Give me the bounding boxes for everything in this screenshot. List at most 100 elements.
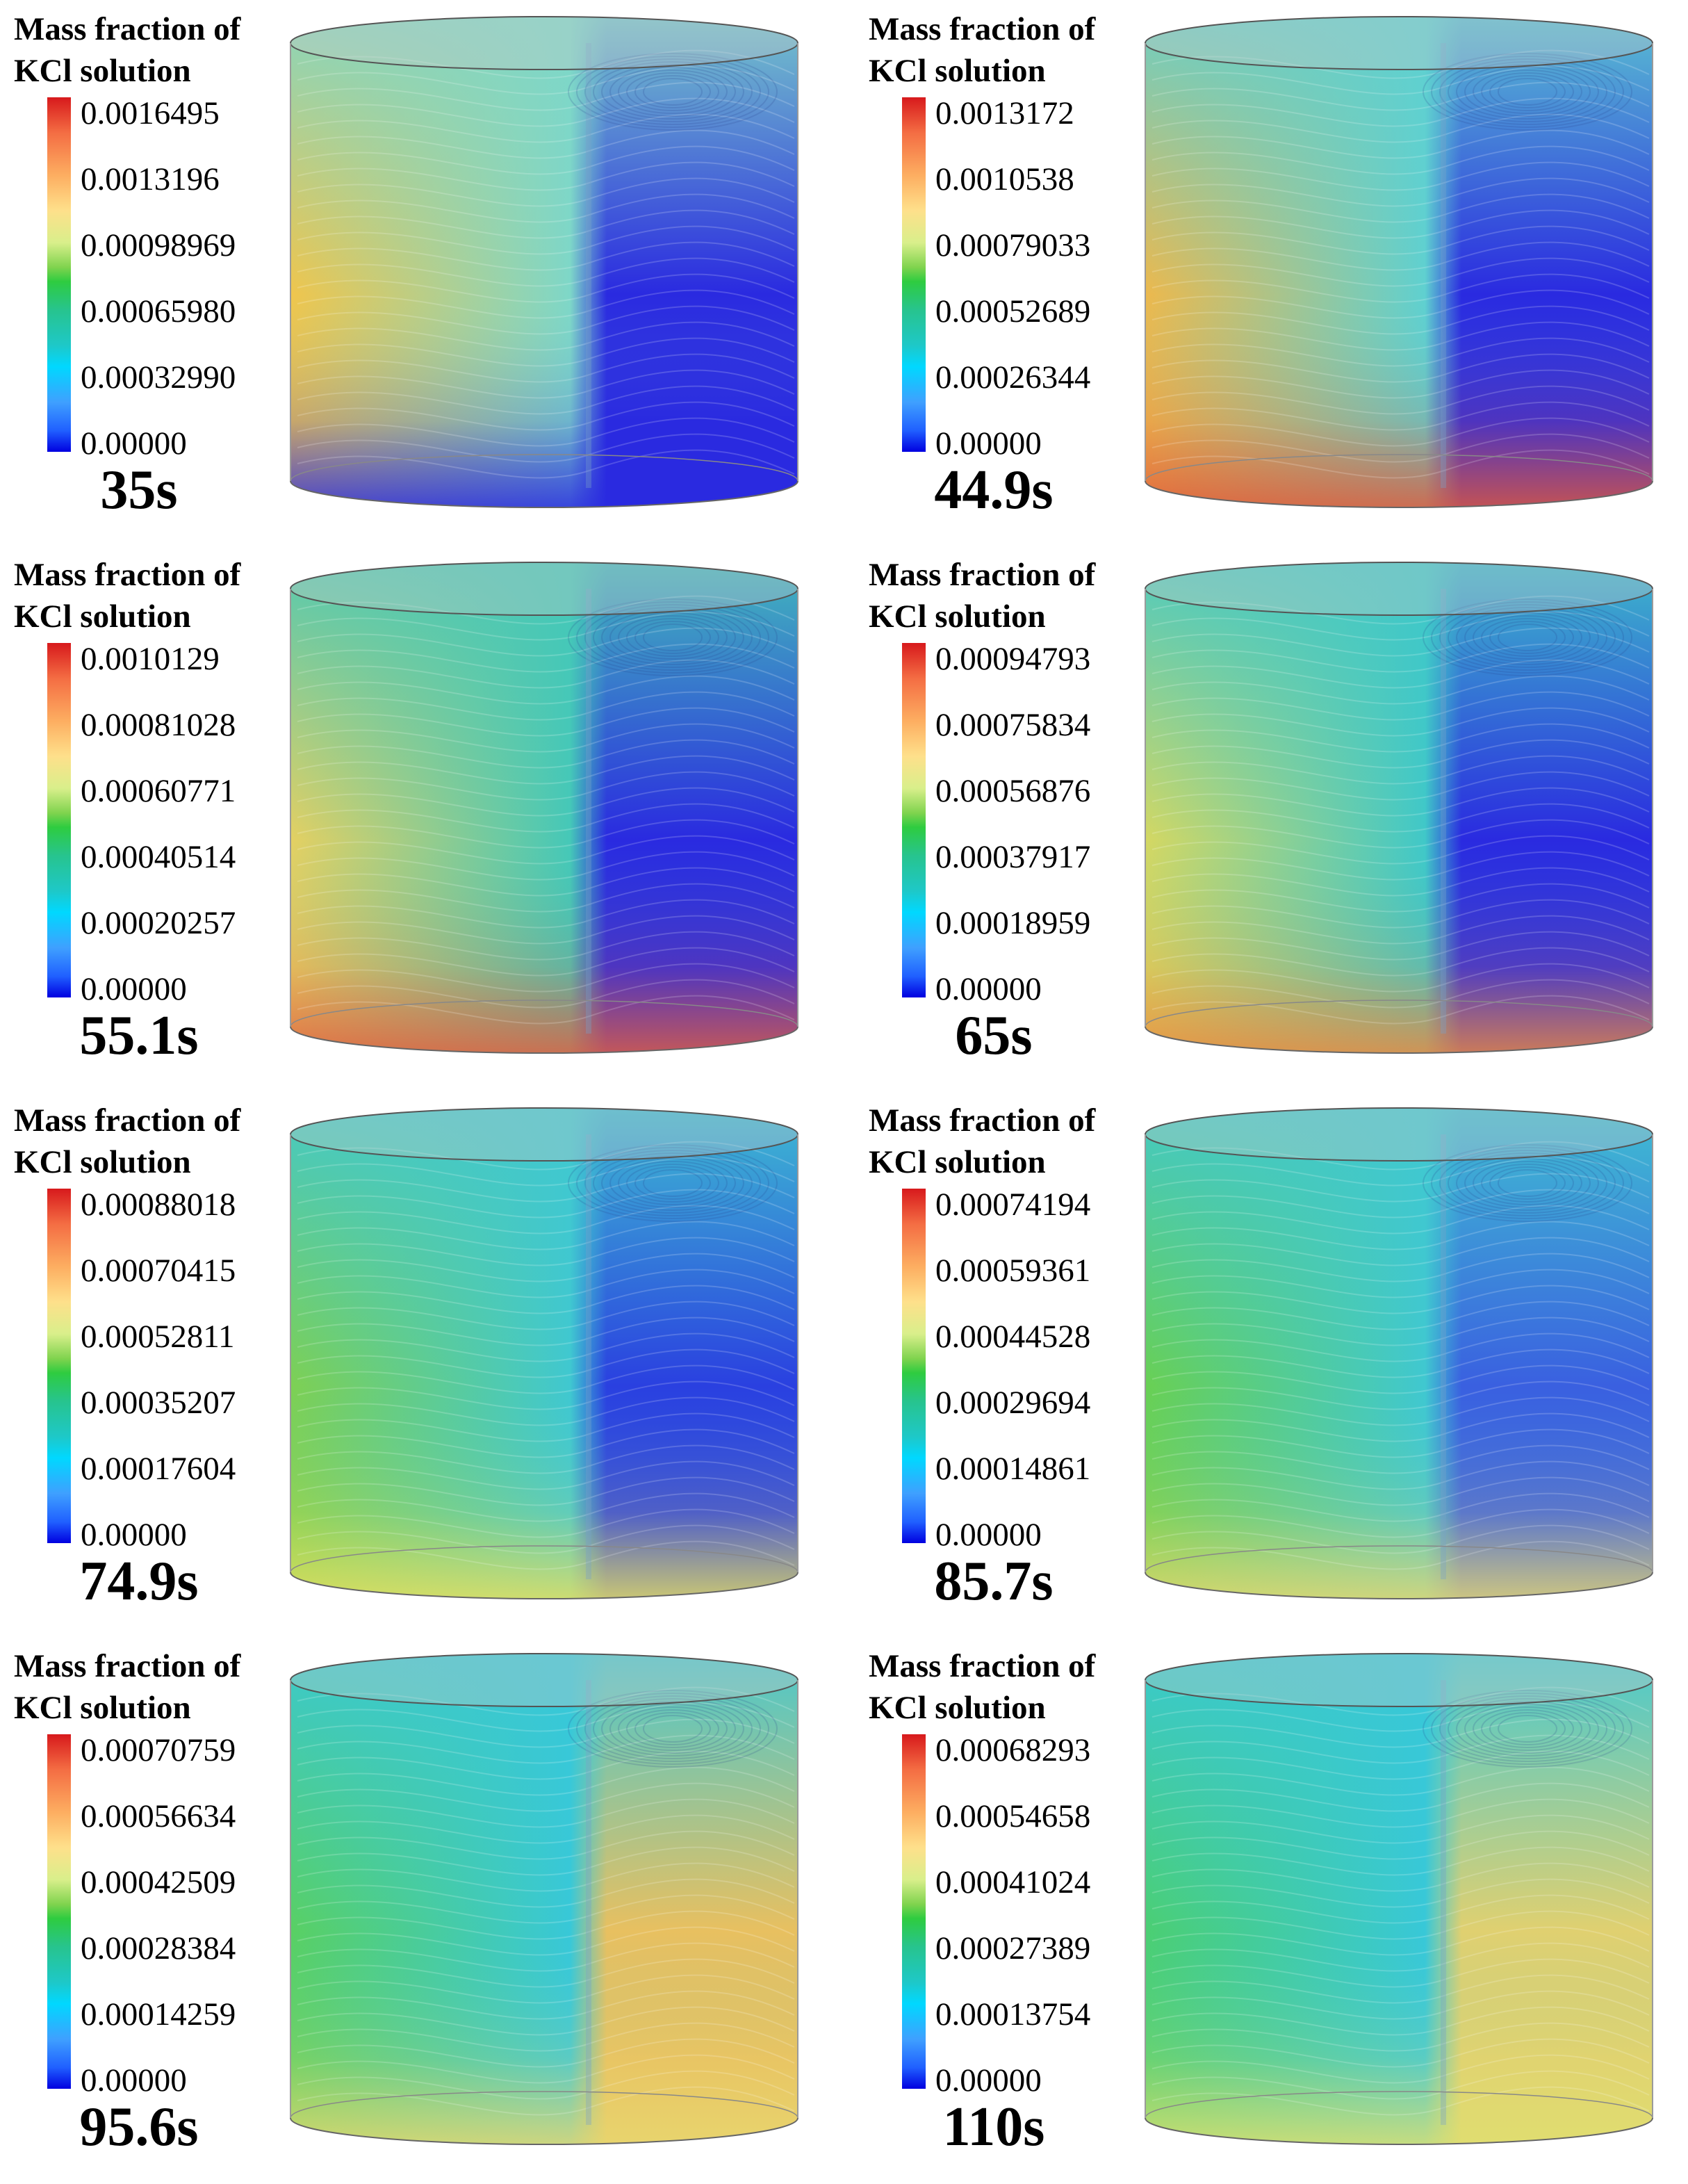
- legend-title-line-1: Mass fraction of: [869, 1102, 1096, 1139]
- legend-title: Mass fraction of KCl solution: [869, 554, 1095, 637]
- tick-1: 0.00017604: [81, 1451, 236, 1487]
- panel-55-1s: Mass fraction of KCl solution 0.0010129 …: [0, 546, 844, 1091]
- time-label: 74.9s: [79, 1551, 199, 1612]
- color-scale-bar: [902, 1734, 926, 2089]
- tick-max: 0.00068293: [935, 1732, 1091, 1768]
- color-scale-bar: [47, 97, 71, 452]
- tick-3: 0.00060771: [81, 773, 236, 809]
- legend-title-line-2: KCl solution: [869, 1690, 1046, 1726]
- legend-title-line-2: KCl solution: [869, 598, 1046, 635]
- legend-title: Mass fraction of KCl solution: [869, 1645, 1095, 1729]
- tick-3: 0.00098969: [81, 227, 236, 263]
- legend-title-line-1: Mass fraction of: [869, 557, 1096, 593]
- tick-3: 0.00041024: [935, 1864, 1091, 1900]
- tick-min: 0.00000: [81, 971, 187, 1007]
- time-label: 35s: [100, 459, 178, 521]
- cylinder-streamline-plot: [1145, 562, 1653, 1054]
- legend-title: Mass fraction of KCl solution: [14, 1100, 240, 1183]
- legend-title: Mass fraction of KCl solution: [14, 8, 240, 92]
- tick-1: 0.00032990: [81, 359, 236, 396]
- cylinder-streamline-plot: [290, 1653, 798, 2145]
- tick-min: 0.00000: [935, 971, 1042, 1007]
- tick-max: 0.0010129: [81, 641, 220, 677]
- legend-title-line-2: KCl solution: [14, 1144, 191, 1180]
- tick-min: 0.00000: [81, 425, 187, 462]
- tick-3: 0.00052811: [81, 1319, 235, 1355]
- time-label: 110s: [942, 2096, 1045, 2158]
- tick-max: 0.00074194: [935, 1187, 1091, 1223]
- tick-min: 0.00000: [935, 2062, 1042, 2099]
- tick-4: 0.00081028: [81, 707, 236, 743]
- panel-44-9s: Mass fraction of KCl solution 0.0013172 …: [855, 0, 1688, 546]
- cylinder-streamline-plot: [290, 562, 798, 1054]
- tick-2: 0.00052689: [935, 293, 1091, 329]
- tick-4: 0.00075834: [935, 707, 1091, 743]
- tick-max: 0.00088018: [81, 1187, 236, 1223]
- legend-title: Mass fraction of KCl solution: [14, 554, 240, 637]
- panel-85-7s: Mass fraction of KCl solution 0.00074194…: [855, 1091, 1688, 1637]
- panel-110s: Mass fraction of KCl solution 0.00068293…: [855, 1637, 1688, 2183]
- tick-min: 0.00000: [81, 2062, 187, 2099]
- color-scale-bar: [902, 1189, 926, 1543]
- cylinder-streamline-plot: [1145, 16, 1653, 508]
- panel-65s: Mass fraction of KCl solution 0.00094793…: [855, 546, 1688, 1091]
- legend-title: Mass fraction of KCl solution: [14, 1645, 240, 1729]
- panel-74-9s: Mass fraction of KCl solution 0.00088018…: [0, 1091, 844, 1637]
- tick-2: 0.00028384: [81, 1930, 236, 1966]
- legend-title-line-1: Mass fraction of: [14, 1648, 241, 1684]
- tick-4: 0.00070415: [81, 1253, 236, 1289]
- tick-2: 0.00065980: [81, 293, 236, 329]
- legend-title: Mass fraction of KCl solution: [869, 1100, 1095, 1183]
- color-scale-bar: [47, 1189, 71, 1543]
- tick-2: 0.00037917: [935, 839, 1091, 875]
- color-scale-bar: [902, 97, 926, 452]
- cylinder-streamline-plot: [290, 1107, 798, 1599]
- tick-3: 0.00044528: [935, 1319, 1091, 1355]
- legend-title-line-2: KCl solution: [14, 53, 191, 89]
- tick-max: 0.00094793: [935, 641, 1091, 677]
- tick-2: 0.00040514: [81, 839, 236, 875]
- legend-title-line-1: Mass fraction of: [14, 557, 241, 593]
- tick-1: 0.00020257: [81, 905, 236, 941]
- tick-max: 0.0013172: [935, 95, 1074, 131]
- tick-2: 0.00029694: [935, 1385, 1091, 1421]
- time-label: 44.9s: [934, 459, 1054, 521]
- tick-1: 0.00018959: [935, 905, 1091, 941]
- color-scale-bar: [47, 643, 71, 997]
- tick-1: 0.00013754: [935, 1996, 1091, 2032]
- tick-min: 0.00000: [935, 1517, 1042, 1553]
- tick-4: 0.00059361: [935, 1253, 1091, 1289]
- tick-3: 0.00042509: [81, 1864, 236, 1900]
- legend-title-line-1: Mass fraction of: [14, 1102, 241, 1139]
- tick-3: 0.00079033: [935, 227, 1091, 263]
- legend-title-line-2: KCl solution: [14, 598, 191, 635]
- tick-4: 0.00054658: [935, 1798, 1091, 1834]
- legend-title-line-2: KCl solution: [869, 53, 1046, 89]
- panel-35s: Mass fraction of KCl solution 0.0016495 …: [0, 0, 844, 546]
- tick-1: 0.00026344: [935, 359, 1091, 396]
- tick-2: 0.00027389: [935, 1930, 1091, 1966]
- time-label: 85.7s: [934, 1551, 1054, 1612]
- tick-4: 0.0013196: [81, 161, 220, 197]
- tick-3: 0.00056876: [935, 773, 1091, 809]
- tick-1: 0.00014259: [81, 1996, 236, 2032]
- tick-4: 0.0010538: [935, 161, 1074, 197]
- legend-title: Mass fraction of KCl solution: [869, 8, 1095, 92]
- panel-95-6s: Mass fraction of KCl solution 0.00070759…: [0, 1637, 844, 2183]
- time-label: 95.6s: [79, 2096, 199, 2158]
- legend-title-line-2: KCl solution: [869, 1144, 1046, 1180]
- tick-min: 0.00000: [81, 1517, 187, 1553]
- tick-max: 0.0016495: [81, 95, 220, 131]
- tick-1: 0.00014861: [935, 1451, 1091, 1487]
- cylinder-streamline-plot: [1145, 1653, 1653, 2145]
- color-scale-bar: [47, 1734, 71, 2089]
- tick-max: 0.00070759: [81, 1732, 236, 1768]
- legend-title-line-1: Mass fraction of: [14, 11, 241, 47]
- cylinder-streamline-plot: [290, 16, 798, 508]
- cylinder-streamline-plot: [1145, 1107, 1653, 1599]
- tick-2: 0.00035207: [81, 1385, 236, 1421]
- tick-min: 0.00000: [935, 425, 1042, 462]
- color-scale-bar: [902, 643, 926, 997]
- time-label: 55.1s: [79, 1005, 199, 1066]
- legend-title-line-1: Mass fraction of: [869, 1648, 1096, 1684]
